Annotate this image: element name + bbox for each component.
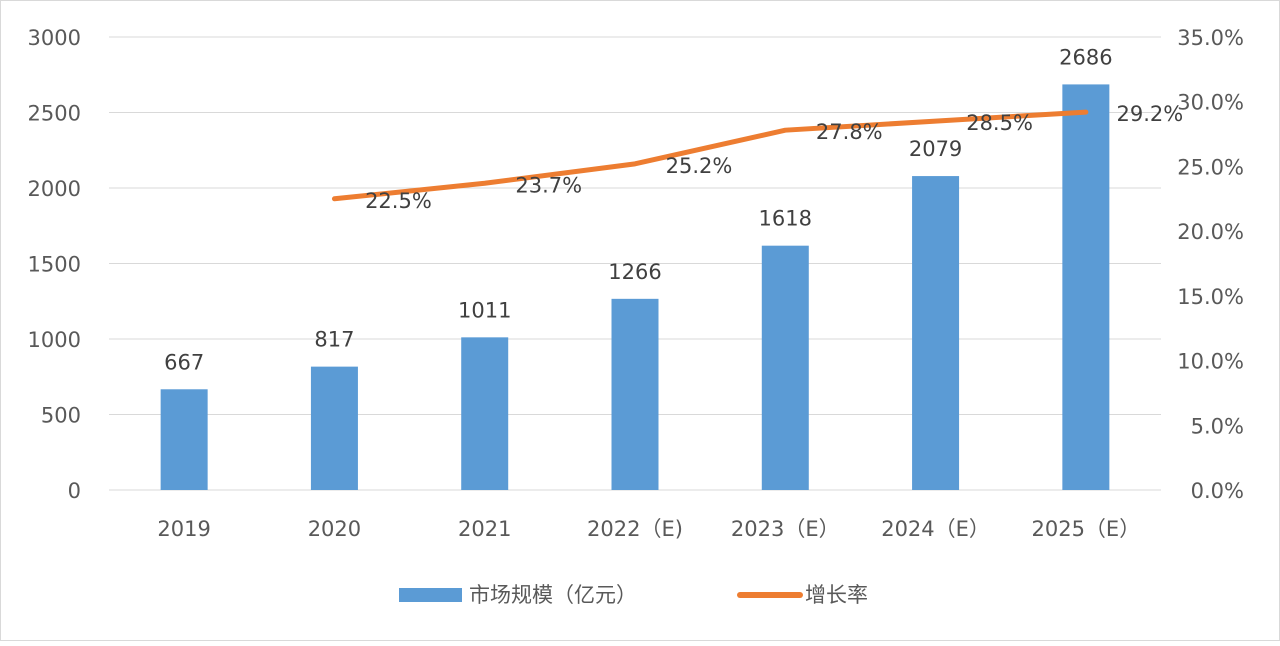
right-axis-tick: 35.0% [1177,26,1244,50]
line-data-label: 25.2% [666,154,733,178]
x-axis-tick: 2019 [157,517,210,541]
right-axis-tick: 10.0% [1177,350,1244,374]
bar [611,298,659,490]
x-axis-tick: 2024（E） [881,517,990,541]
bar [912,176,960,491]
bar-data-label: 2079 [909,137,962,161]
line-data-label: 23.7% [515,173,582,197]
x-axis-tick: 2020 [308,517,361,541]
left-axis-tick: 1500 [28,253,81,277]
bar [1062,84,1110,490]
right-axis-tick: 15.0% [1177,285,1244,309]
right-axis-tick: 0.0% [1191,479,1244,503]
line-data-label: 28.5% [966,111,1033,135]
bar-data-label: 2686 [1059,45,1112,69]
left-axis-tick: 3000 [28,26,81,50]
left-axis-tick: 1000 [28,328,81,352]
bar-data-label: 817 [314,328,354,352]
bar-data-label: 667 [164,350,204,374]
growth-rate-line [331,109,1089,202]
legend-label: 市场规模（亿元） [469,583,637,607]
x-axis-tick: 2025（E） [1031,517,1140,541]
right-axis-tick: 25.0% [1177,155,1244,179]
bar [461,337,509,490]
left-axis-tick: 2000 [28,177,81,201]
bar [761,245,809,490]
x-axis-tick: 2023（E） [731,517,840,541]
line-data-label: 22.5% [365,189,432,213]
left-axis-tick: 2500 [28,102,81,126]
right-axis-tick: 20.0% [1177,220,1244,244]
left-axis-tick: 0 [68,479,81,503]
bar [160,389,208,490]
line-data-label: 29.2% [1116,102,1183,126]
right-axis-tick: 5.0% [1191,414,1244,438]
x-axis-tick: 2022（E) [587,517,683,541]
bar-data-label: 1618 [759,207,812,231]
bar-data-label: 1266 [608,260,661,284]
legend-bar-swatch [399,588,462,602]
legend-label: 增长率 [805,583,868,607]
x-axis-tick: 2021 [458,517,511,541]
bar [310,366,358,490]
left-axis-tick: 500 [41,404,81,428]
right-axis-tick: 30.0% [1177,91,1244,115]
bar-data-label: 1011 [458,298,511,322]
line-data-label: 27.8% [816,120,883,144]
